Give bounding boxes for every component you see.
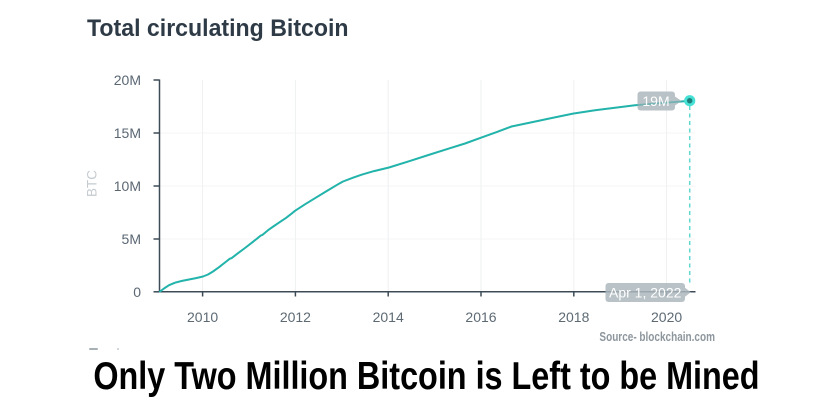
svg-text:19M: 19M bbox=[642, 93, 669, 109]
svg-text:Apr 1, 2022: Apr 1, 2022 bbox=[609, 284, 682, 300]
